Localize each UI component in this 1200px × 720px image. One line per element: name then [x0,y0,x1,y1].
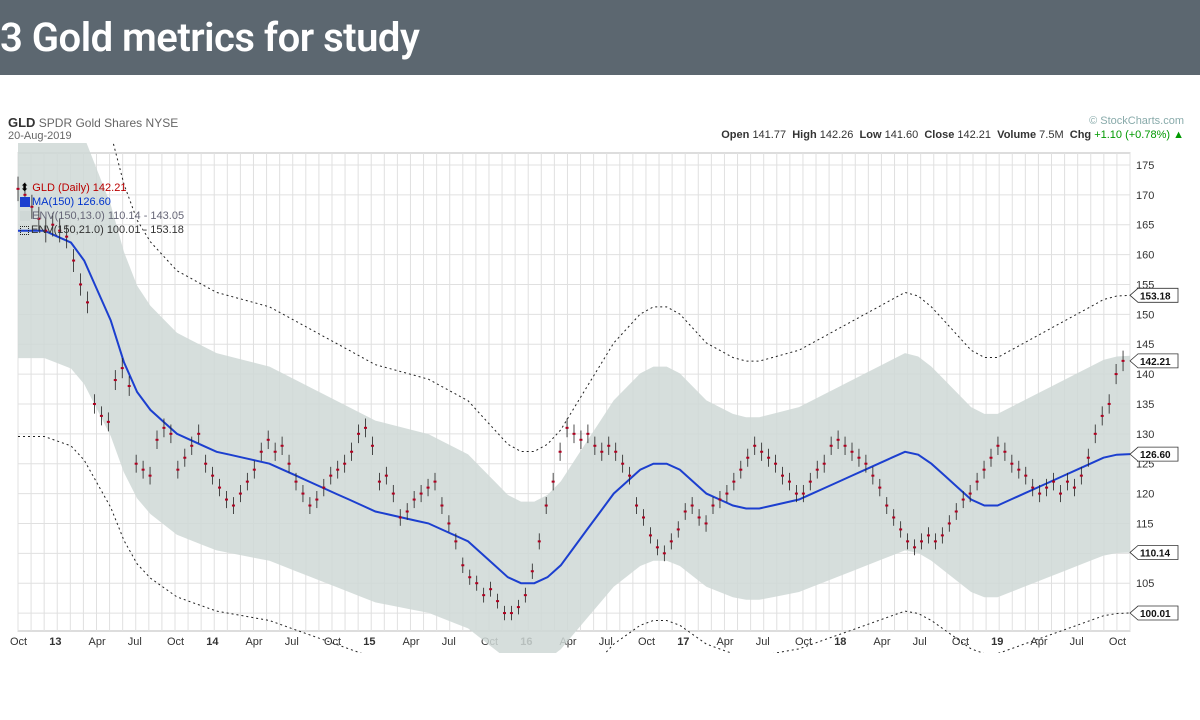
svg-text:Jul: Jul [285,636,299,648]
svg-text:Jul: Jul [913,636,927,648]
svg-text:Jul: Jul [128,636,142,648]
svg-text:Apr: Apr [245,636,262,648]
svg-text:153.18: 153.18 [1140,291,1171,302]
chg-value: +1.10 (+0.78%) [1094,129,1170,141]
page-title-text: 3 Gold metrics for study [0,14,419,61]
svg-text:Oct: Oct [638,636,655,648]
attribution: © StockCharts.com [1089,115,1184,127]
svg-text:Apr: Apr [873,636,890,648]
open-label: Open [721,129,749,141]
svg-text:Apr: Apr [402,636,419,648]
svg-text:Oct: Oct [324,636,341,648]
exchange: NYSE [146,116,179,130]
svg-text:142.21: 142.21 [1140,357,1171,368]
open-value: 141.77 [752,129,786,141]
svg-text:150: 150 [1136,309,1154,321]
close-value: 142.21 [957,129,991,141]
svg-text:115: 115 [1136,518,1154,530]
svg-text:100.01: 100.01 [1140,609,1171,620]
svg-text:Oct: Oct [1109,636,1126,648]
svg-text:160: 160 [1136,250,1154,262]
svg-text:Oct: Oct [952,636,969,648]
svg-text:Oct: Oct [10,636,27,648]
svg-text:19: 19 [991,636,1003,648]
high-label: High [792,129,816,141]
low-value: 141.60 [885,129,919,141]
svg-text:165: 165 [1136,220,1154,232]
svg-text:Jul: Jul [442,636,456,648]
quote-line: Open 141.77 High 142.26 Low 141.60 Close… [721,129,1184,141]
svg-text:126.60: 126.60 [1140,450,1171,461]
svg-text:140: 140 [1136,369,1154,381]
line-icon [20,197,30,207]
svg-text:120: 120 [1136,489,1154,501]
svg-text:13: 13 [49,636,61,648]
close-label: Close [924,129,954,141]
svg-text:135: 135 [1136,399,1154,411]
svg-text:14: 14 [206,636,219,648]
up-arrow-icon: ▲ [1173,129,1184,141]
svg-text:Jul: Jul [756,636,770,648]
chart-container: GLD SPDR Gold Shares NYSE 20-Aug-2019 © … [0,75,1200,657]
svg-text:105: 105 [1136,578,1154,590]
high-value: 142.26 [820,129,854,141]
area-icon [20,211,30,221]
plot-area: ⬍ GLD (Daily) 142.21 MA(150) 126.60 ENV(… [8,143,1188,653]
svg-text:Jul: Jul [599,636,613,648]
legend-env2: ENV(150,21.0) 100.01 - 153.18 [31,224,184,236]
legend-env1: ENV(150,13.0) 110.14 - 143.05 [32,210,184,222]
svg-text:15: 15 [363,636,375,648]
svg-text:Oct: Oct [167,636,184,648]
svg-text:Oct: Oct [795,636,812,648]
svg-text:110.14: 110.14 [1140,548,1170,559]
chg-label: Chg [1070,129,1091,141]
svg-text:130: 130 [1136,429,1154,441]
svg-text:18: 18 [834,636,846,648]
legend-gld: GLD (Daily) 142.21 [32,182,126,194]
candle-icon: ⬍ [20,182,29,194]
chart-svg: 1001051101151201251301351401451501551601… [8,143,1188,653]
svg-text:175: 175 [1136,160,1154,172]
low-label: Low [860,129,882,141]
page-title: 3 Gold metrics for study [0,0,1200,75]
dotted-icon [20,226,29,235]
svg-text:Apr: Apr [716,636,733,648]
svg-text:170: 170 [1136,190,1154,202]
chart-legend: ⬍ GLD (Daily) 142.21 MA(150) 126.60 ENV(… [20,181,184,237]
ticker-symbol: GLD [8,115,35,130]
legend-ma: MA(150) 126.60 [32,196,111,208]
volume-value: 7.5M [1039,129,1063,141]
chart-header: GLD SPDR Gold Shares NYSE 20-Aug-2019 © … [8,115,1192,143]
svg-text:145: 145 [1136,339,1154,351]
svg-text:17: 17 [677,636,689,648]
svg-text:Jul: Jul [1070,636,1084,648]
security-name: SPDR Gold Shares [39,116,142,130]
svg-text:Apr: Apr [88,636,105,648]
svg-text:Apr: Apr [1030,636,1047,648]
volume-label: Volume [997,129,1036,141]
